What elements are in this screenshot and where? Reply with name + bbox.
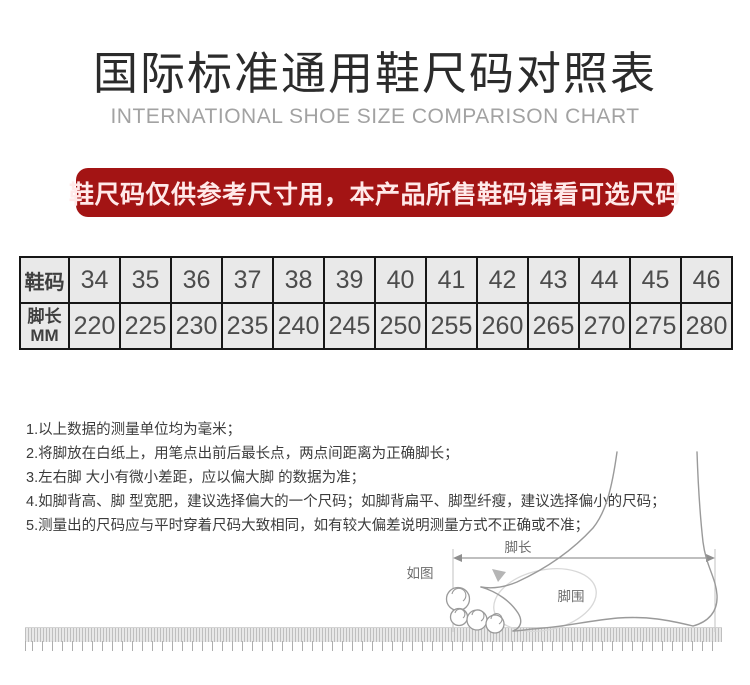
table-row-shoe-size: 鞋码 34 35 36 37 38 39 40 41 42 43 44 45 4… — [19, 256, 733, 304]
as-shown-label: 如图 — [407, 566, 434, 581]
size-cell: 45 — [629, 256, 682, 304]
arrow-right-icon — [706, 554, 715, 562]
note-line: 3.左右脚 大小有微小差距，应以偏大脚 的数据为准； — [26, 470, 366, 486]
length-cell: 255 — [425, 302, 478, 350]
size-table-container: 鞋码 34 35 36 37 38 39 40 41 42 43 44 45 4… — [19, 256, 733, 350]
notice-banner: 鞋尺码仅供参考尺寸用，本产品所售鞋码请看可选尺码 — [69, 168, 681, 217]
size-cell: 44 — [578, 256, 631, 304]
size-cell: 35 — [119, 256, 172, 304]
size-cell: 39 — [323, 256, 376, 304]
ruler-icon — [25, 627, 722, 642]
size-cell: 37 — [221, 256, 274, 304]
note-line: 2.将脚放在白纸上，用笔点出前后最长点，两点间距离为正确脚长； — [26, 446, 459, 462]
length-cell: 245 — [323, 302, 376, 350]
foot-girth-label: 脚围 — [558, 589, 585, 604]
size-cell: 42 — [476, 256, 529, 304]
foot-length-label: 脚长 — [505, 540, 533, 555]
toe-curl — [471, 609, 485, 622]
toe — [449, 607, 469, 627]
toe-curl — [490, 613, 503, 625]
page-title: 国际标准通用鞋尺码对照表 — [92, 48, 657, 99]
ruler-ticks-icon — [25, 641, 722, 651]
length-cell: 240 — [272, 302, 325, 350]
toe-curl — [454, 608, 466, 619]
size-cell: 38 — [272, 256, 325, 304]
length-cell: 260 — [476, 302, 529, 350]
big-toe — [445, 586, 471, 612]
page-subtitle: INTERNATIONAL SHOE SIZE COMPARISON CHART — [110, 105, 640, 128]
length-cell: 280 — [680, 302, 733, 350]
length-cell: 225 — [119, 302, 172, 350]
note-line: 5.测量出的尺码应与平时穿着尺码大致相同，如有较大偏差说明测量方式不正确或不准； — [26, 518, 590, 534]
row-header-shoe-size: 鞋码 — [19, 256, 70, 304]
size-cell: 41 — [425, 256, 478, 304]
length-cell: 250 — [374, 302, 427, 350]
row-header-foot-length-line1: 脚长 — [27, 307, 62, 326]
toe-curl — [451, 587, 467, 602]
note-line: 4.如脚背高、脚 型宽肥，建议选择偏大的一个尺码；如脚背扁平、脚型纤瘦，建议选择… — [26, 494, 666, 510]
size-cell: 46 — [680, 256, 733, 304]
arrow-left-icon — [453, 554, 462, 562]
length-cell: 275 — [629, 302, 682, 350]
size-table: 鞋码 34 35 36 37 38 39 40 41 42 43 44 45 4… — [19, 256, 733, 350]
size-cell: 43 — [527, 256, 580, 304]
notice-banner-text: 鞋尺码仅供参考尺寸用，本产品所售鞋码请看可选尺码 — [69, 180, 682, 209]
girth-arrow-icon — [492, 569, 506, 582]
size-cell: 34 — [68, 256, 121, 304]
size-cell: 36 — [170, 256, 223, 304]
note-line: 1.以上数据的测量单位均为毫米； — [26, 422, 242, 438]
length-cell: 270 — [578, 302, 631, 350]
length-cell: 235 — [221, 302, 274, 350]
length-cell: 220 — [68, 302, 121, 350]
length-cell: 265 — [527, 302, 580, 350]
length-cell: 230 — [170, 302, 223, 350]
size-cell: 40 — [374, 256, 427, 304]
measurement-notes: 1.以上数据的测量单位均为毫米； 2.将脚放在白纸上，用笔点出前后最长点，两点间… — [26, 418, 726, 538]
row-header-foot-length: 脚长 MM — [19, 302, 70, 350]
table-row-foot-length: 脚长 MM 220 225 230 235 240 245 250 255 26… — [19, 302, 733, 350]
row-header-foot-length-line2: MM — [30, 326, 59, 345]
toe-bridge-line — [480, 586, 522, 632]
